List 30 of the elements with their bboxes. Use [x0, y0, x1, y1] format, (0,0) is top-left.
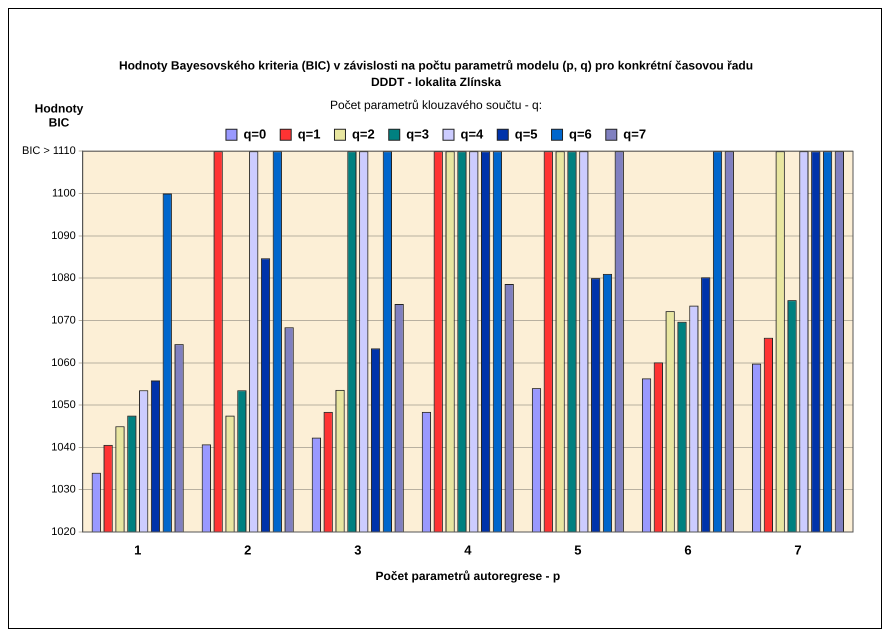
y-tick-label: 1080: [51, 272, 76, 284]
legend-label: q=4: [460, 126, 484, 142]
legend-label: q=2: [352, 126, 375, 142]
y-tick-label: 1100: [52, 188, 76, 200]
x-tick-label: 7: [794, 542, 802, 558]
y-tick-label: 1070: [51, 314, 76, 326]
y-tick-label: 1030: [51, 484, 76, 496]
y-tick-label: 1050: [51, 399, 76, 412]
chart-subtitle: DDDT - lokalita Zlínska: [370, 74, 502, 89]
legend-label: q=5: [514, 126, 538, 142]
x-tick-label: 5: [574, 542, 582, 558]
y-tick-label: 1090: [51, 230, 76, 242]
x-tick-label: 4: [464, 542, 472, 558]
x-tick-label: 3: [354, 542, 362, 558]
x-axis-title: Počet parametrů autoregrese - p: [375, 569, 560, 584]
y-tick-label: 1040: [51, 441, 76, 454]
x-tick-label: 2: [244, 542, 252, 558]
y-tick-label: 1060: [51, 356, 76, 369]
legend-label: q=0: [243, 126, 266, 142]
legend-title: Počet parametrů klouzavého součtu - q:: [330, 98, 542, 112]
x-tick-label: 1: [134, 542, 142, 558]
y-axis-title: Hodnoty BIC: [34, 101, 84, 130]
chart-title: Hodnoty Bayesovského kriteria (BIC) v závislosti na počtu parametrů modelu (p, q) pro konkrétní časovou řadu: [118, 58, 754, 73]
y-tick-label: BIC > 1110: [22, 145, 76, 158]
x-tick-label: 6: [684, 542, 692, 558]
legend-label: q=7: [623, 126, 646, 142]
legend-label: q=3: [406, 126, 430, 142]
legend-label: q=6: [569, 126, 592, 142]
y-tick-label: 1020: [51, 526, 76, 538]
legend-label: q=1: [298, 126, 320, 142]
